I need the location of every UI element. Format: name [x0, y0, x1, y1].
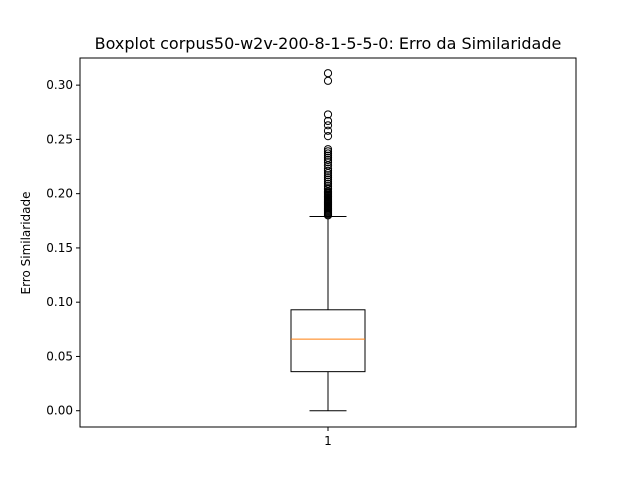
y-tick-label: 0.05: [46, 349, 73, 363]
outlier-point: [323, 177, 333, 186]
outlier-point: [323, 164, 333, 173]
outlier-point: [323, 166, 333, 175]
y-tick-label: 0.15: [46, 241, 73, 255]
outlier-point: [323, 116, 333, 126]
outlier-point: [323, 158, 333, 167]
y-axis-ticks: 0.00 0.05 0.10 0.15 0.20 0.25 0.30: [46, 78, 80, 418]
outlier-point: [323, 155, 333, 165]
outlier-point: [323, 175, 333, 184]
y-tick-label: 0.25: [46, 132, 73, 146]
outlier-point: [323, 171, 333, 180]
plot-area: [290, 69, 366, 412]
outlier-point: [323, 179, 333, 188]
outlier-point: [323, 173, 333, 182]
outlier-point: [323, 145, 333, 154]
outlier-point: [323, 69, 333, 78]
outlier-point: [323, 153, 333, 162]
outlier-point: [323, 76, 333, 85]
outlier-point: [323, 126, 333, 135]
outlier-point: [323, 132, 333, 141]
x-tick-label: 1: [324, 434, 332, 448]
outlier-point: [323, 110, 333, 119]
x-axis-ticks: 1: [324, 427, 332, 448]
y-tick-label: 0.20: [46, 187, 73, 201]
y-tick-label: 0.30: [46, 78, 73, 92]
outlier-point: [323, 184, 333, 193]
outlier-point: [323, 147, 333, 156]
outlier-point: [323, 149, 333, 158]
outlier-point: [323, 151, 333, 160]
y-tick-label: 0.00: [46, 404, 73, 418]
chart-title: Boxplot corpus50-w2v-200-8-1-5-5-0: Erro…: [95, 34, 562, 53]
iqr-box: [290, 309, 366, 373]
outlier-point: [323, 181, 333, 191]
box-group: [290, 69, 366, 412]
axes-frame: [79, 57, 577, 428]
y-tick-label: 0.10: [46, 295, 73, 309]
y-axis-label: Erro Similaridade: [19, 191, 33, 294]
outlier-point: [323, 121, 333, 130]
